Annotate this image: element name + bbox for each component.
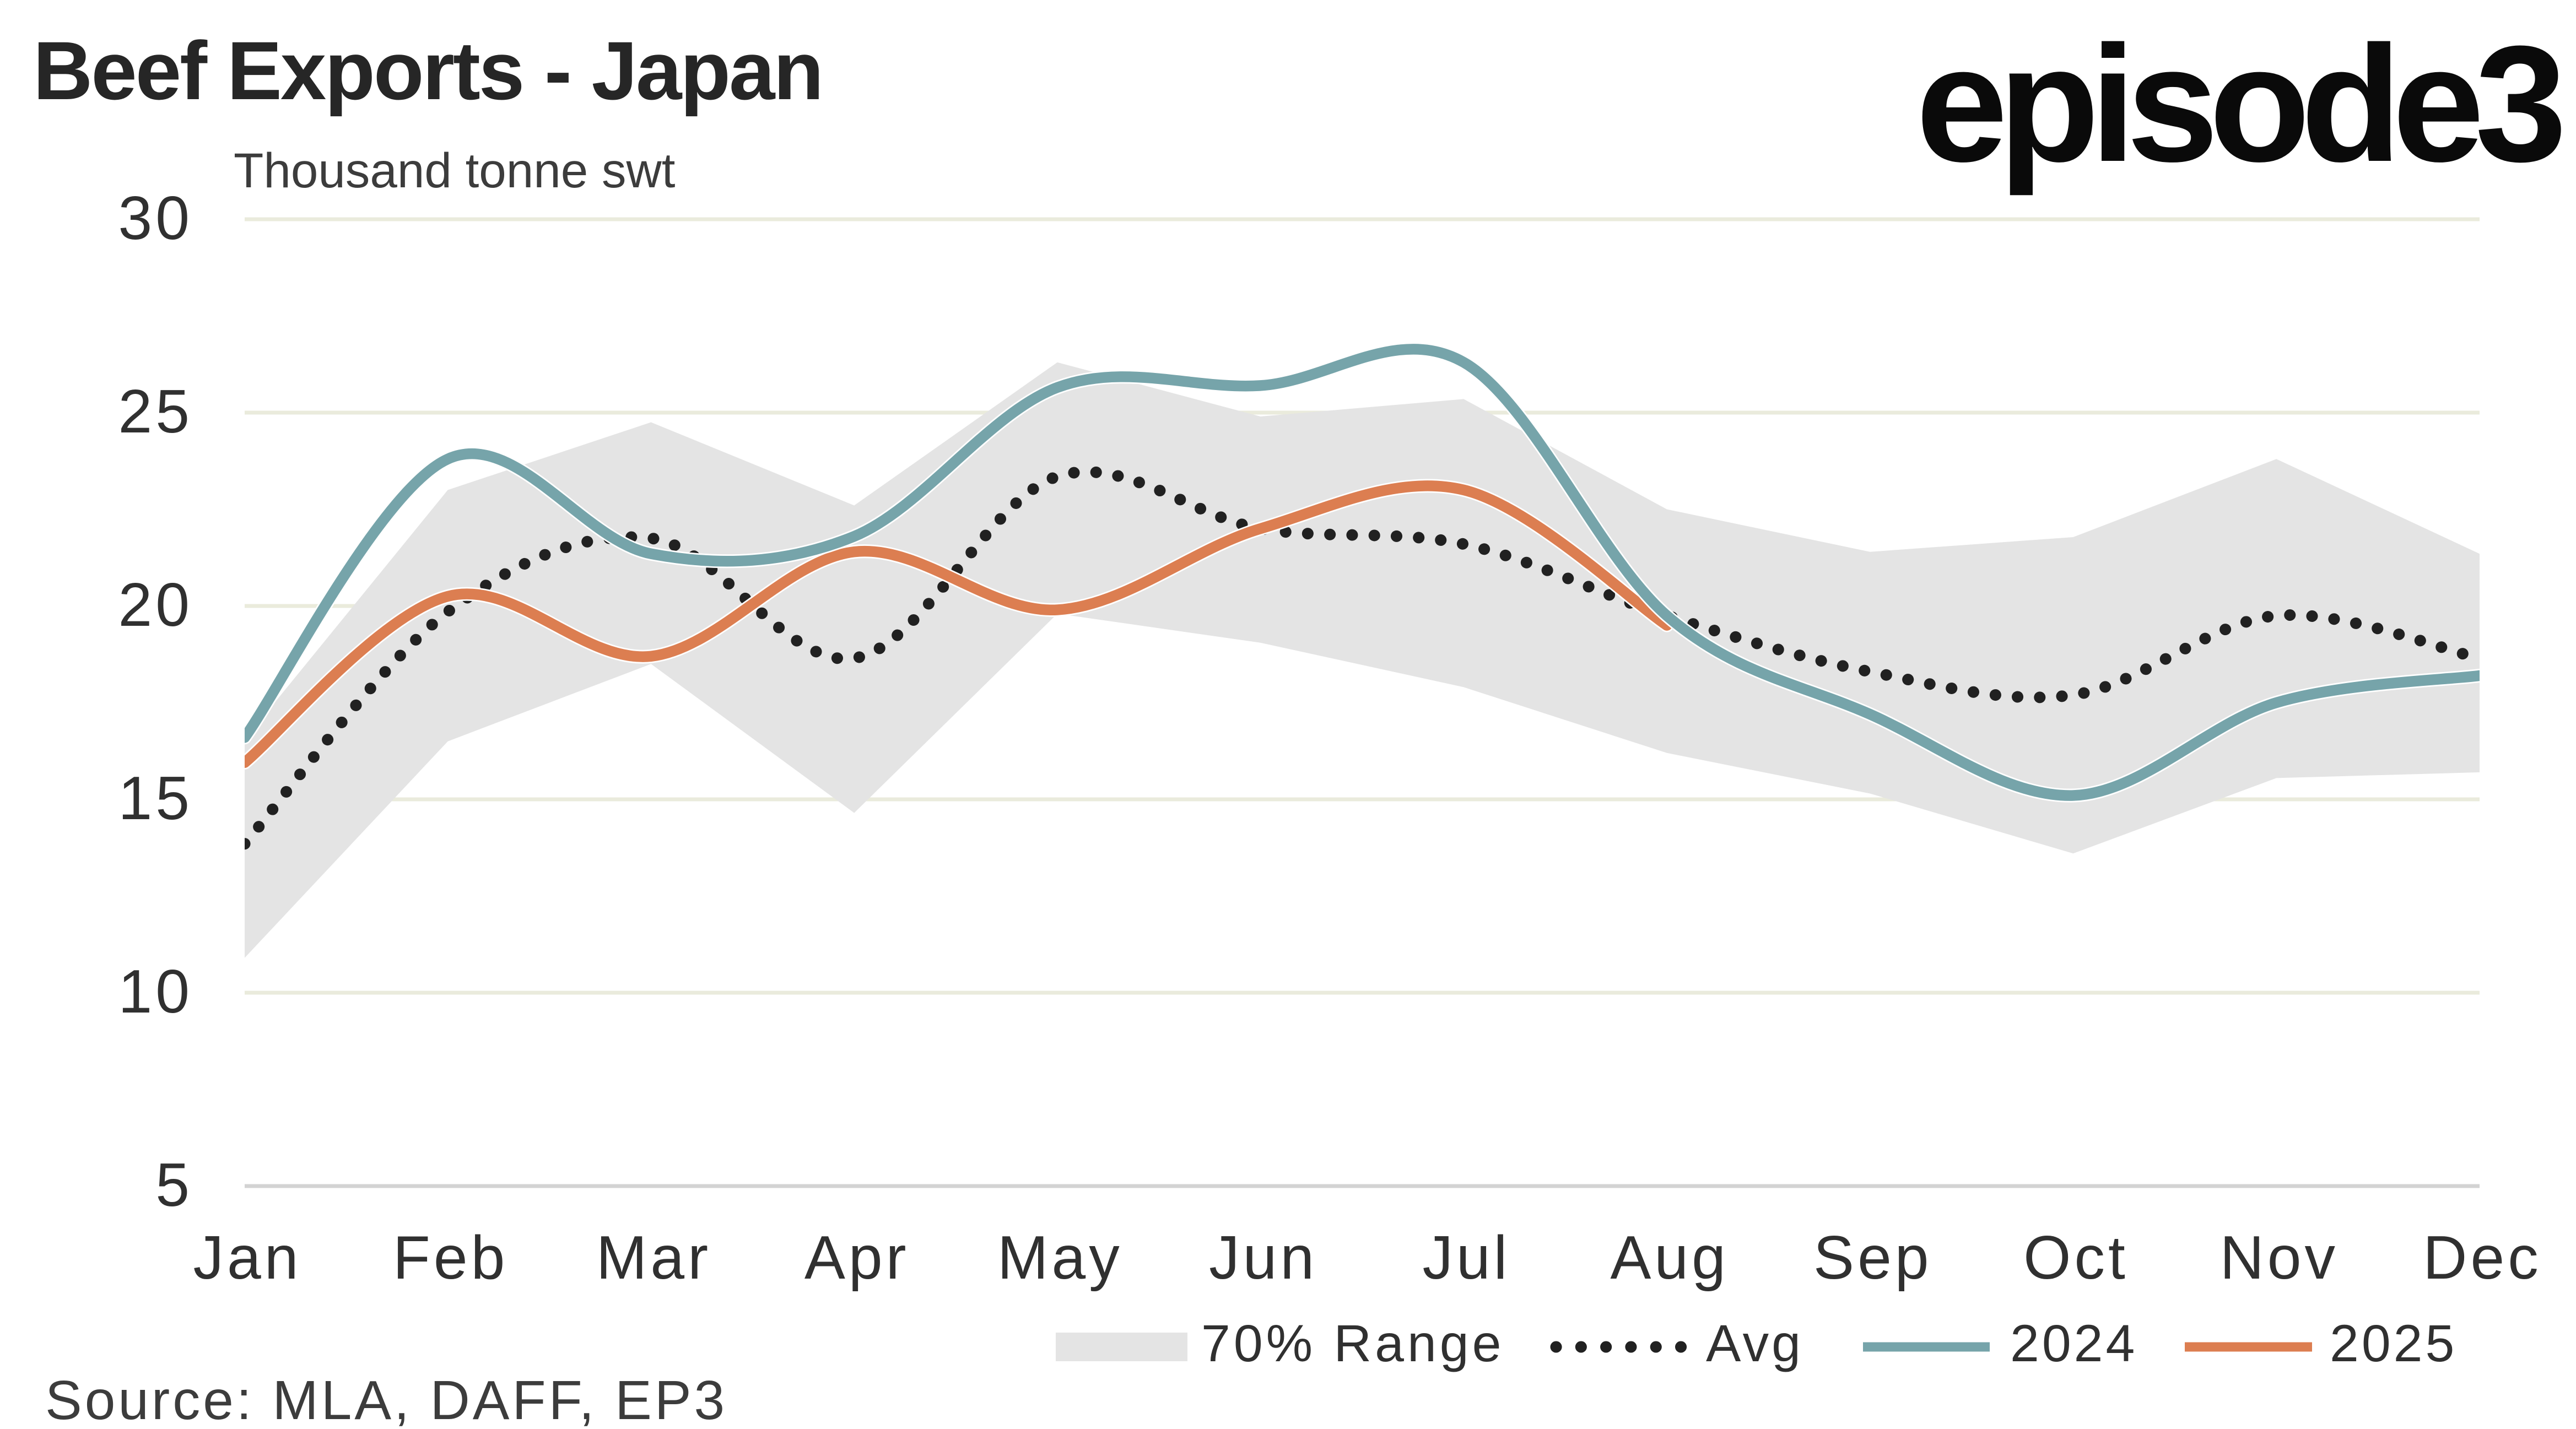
svg-text:2025: 2025	[2330, 1314, 2457, 1373]
svg-text:Dec: Dec	[2423, 1224, 2541, 1292]
svg-text:Apr: Apr	[804, 1224, 910, 1292]
svg-text:Mar: Mar	[596, 1224, 711, 1292]
svg-text:Jan: Jan	[193, 1224, 302, 1292]
svg-text:Thousand tonne swt: Thousand tonne swt	[234, 143, 676, 198]
svg-text:May: May	[997, 1224, 1123, 1292]
svg-text:10: 10	[118, 957, 193, 1026]
svg-text:Jun: Jun	[1209, 1224, 1317, 1292]
svg-text:Jul: Jul	[1422, 1224, 1510, 1292]
svg-text:Source: MLA, DAFF, EP3: Source: MLA, DAFF, EP3	[45, 1370, 727, 1429]
svg-text:episode3: episode3	[1916, 11, 2563, 197]
svg-text:Sep: Sep	[1813, 1224, 1932, 1292]
svg-text:30: 30	[118, 184, 193, 252]
svg-text:5: 5	[155, 1151, 193, 1219]
svg-text:Beef Exports - Japan: Beef Exports - Japan	[33, 24, 822, 117]
svg-text:Avg: Avg	[1706, 1314, 1803, 1373]
svg-text:Nov: Nov	[2220, 1224, 2339, 1292]
svg-text:15: 15	[118, 764, 193, 832]
svg-text:Aug: Aug	[1610, 1224, 1729, 1292]
svg-text:70% Range: 70% Range	[1201, 1314, 1504, 1373]
svg-text:Feb: Feb	[393, 1224, 508, 1292]
svg-text:20: 20	[118, 571, 193, 639]
svg-text:2024: 2024	[2010, 1314, 2137, 1373]
svg-text:25: 25	[118, 377, 193, 446]
svg-text:Oct: Oct	[2023, 1224, 2129, 1292]
